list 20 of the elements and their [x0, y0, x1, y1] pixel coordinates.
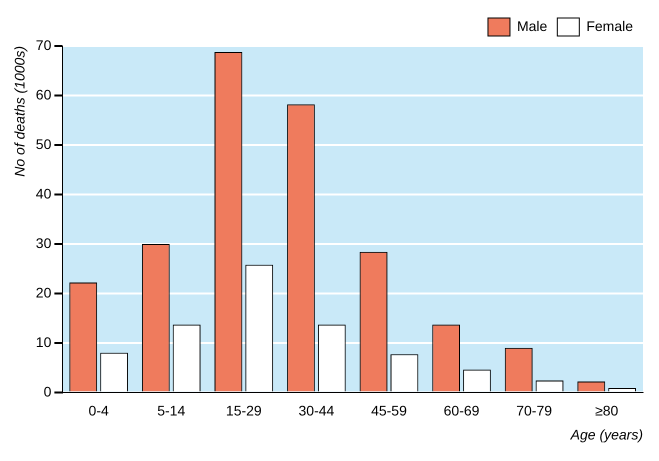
y-axis-title: No of deaths (1000s): [11, 46, 28, 177]
y-tick-label: 10: [36, 334, 52, 350]
y-tick-label: 20: [36, 284, 52, 300]
y-tick-label: 30: [36, 234, 52, 251]
y-tick-label: 0: [44, 383, 52, 400]
x-tick-label: 45-59: [371, 402, 408, 419]
legend-label: Female: [586, 18, 634, 34]
legend-label: Male: [516, 18, 548, 34]
x-tick-label: 70-79: [516, 402, 552, 419]
y-tick-label: 70: [36, 36, 52, 53]
y-tick-label: 50: [36, 136, 52, 152]
y-tick-label: 40: [36, 185, 52, 202]
x-tick-label: ≥80: [595, 402, 619, 419]
x-tick-label: 0-4: [88, 402, 109, 419]
x-tick-label: 60-69: [444, 402, 480, 419]
y-tick-label: 60: [36, 86, 52, 102]
x-tick-label: 30-44: [298, 402, 335, 419]
x-tick-label: 15-29: [226, 402, 262, 419]
x-tick-label: 5-14: [157, 402, 186, 419]
x-axis-title: Age (years): [570, 426, 643, 442]
